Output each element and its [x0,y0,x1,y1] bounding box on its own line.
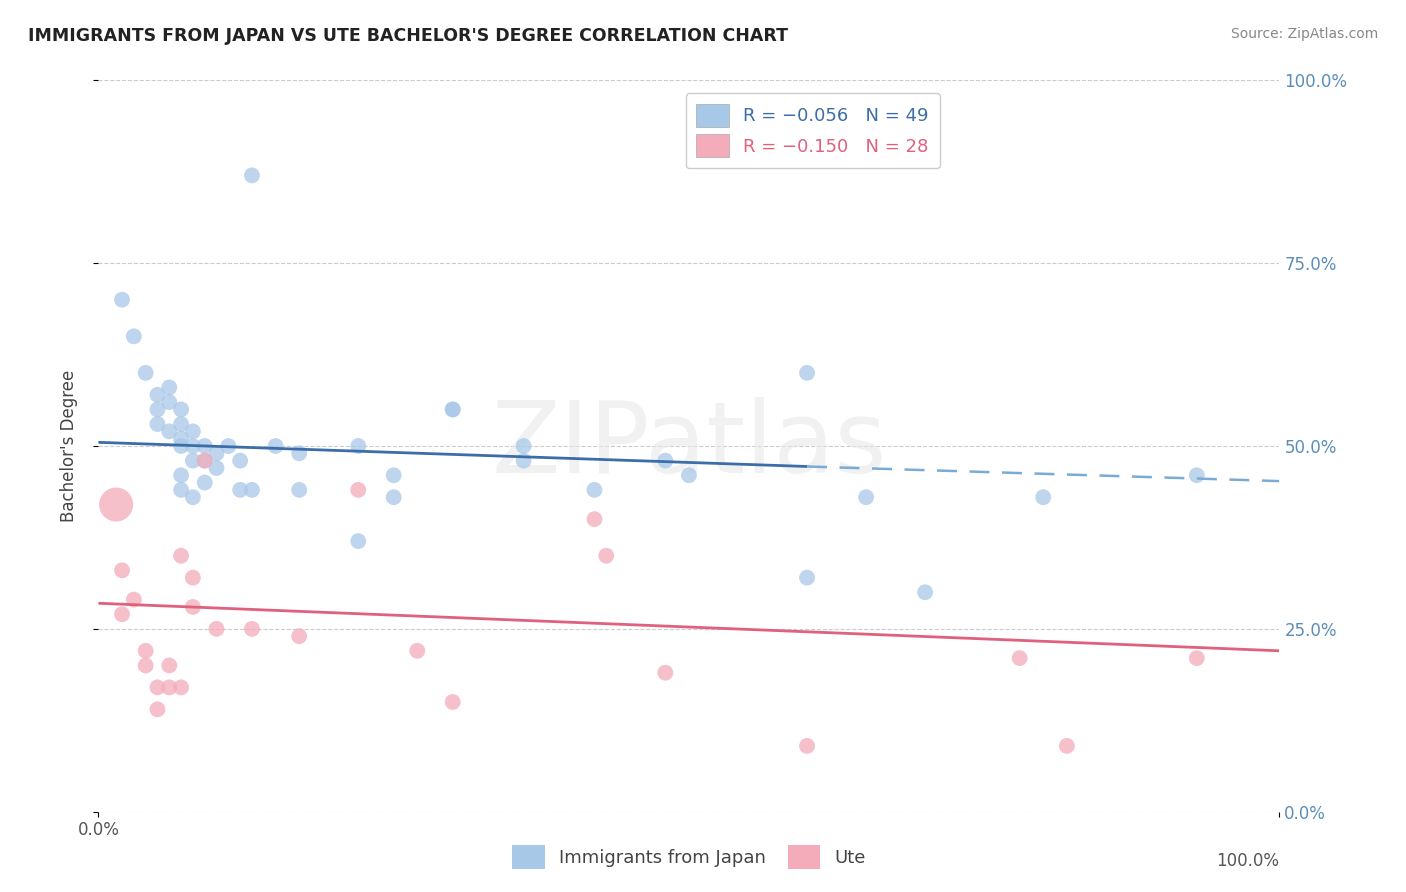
Point [654,453,676,467]
Point [157,425,180,439]
Point [170,402,193,417]
Point [512,453,534,467]
Point [146,681,169,695]
Point [170,483,193,497]
Point [654,665,676,680]
Point [111,563,134,577]
Point [181,490,204,504]
Point [441,402,464,417]
Point [194,475,217,490]
Point [181,439,204,453]
Point [240,483,263,497]
Point [146,388,169,402]
Point [181,453,204,467]
Point [205,446,228,460]
Point [288,446,311,460]
Point [288,629,311,643]
Point [347,439,370,453]
Point [796,366,818,380]
Point [382,490,405,504]
Point [146,402,169,417]
Point [135,366,157,380]
Point [240,169,263,183]
Point [157,658,180,673]
Point [512,439,534,453]
Point [1056,739,1078,753]
Point [111,293,134,307]
Point [288,483,311,497]
Point [122,329,145,343]
Point [595,549,617,563]
Point [583,483,606,497]
Point [406,644,429,658]
Text: 100.0%: 100.0% [1216,852,1279,870]
Point [229,453,252,467]
Point [135,658,157,673]
Point [181,425,204,439]
Point [583,512,606,526]
Point [181,599,204,614]
Point [264,439,287,453]
Point [146,702,169,716]
Point [1008,651,1031,665]
Point [1185,468,1208,483]
Point [1185,651,1208,665]
Point [194,439,217,453]
Legend: Immigrants from Japan, Ute: Immigrants from Japan, Ute [505,838,873,876]
Point [105,498,128,512]
Point [229,483,252,497]
Point [157,380,180,394]
Point [796,571,818,585]
Point [205,461,228,475]
Point [441,695,464,709]
Point [170,432,193,446]
Point [170,681,193,695]
Point [678,468,700,483]
Point [146,417,169,431]
Point [181,571,204,585]
Point [157,395,180,409]
Point [194,453,217,467]
Point [914,585,936,599]
Text: IMMIGRANTS FROM JAPAN VS UTE BACHELOR'S DEGREE CORRELATION CHART: IMMIGRANTS FROM JAPAN VS UTE BACHELOR'S … [28,27,789,45]
Point [347,534,370,549]
Point [170,417,193,431]
Point [855,490,877,504]
Point [135,644,157,658]
Point [170,549,193,563]
Y-axis label: Bachelor's Degree: Bachelor's Degree [59,370,77,522]
Point [157,681,180,695]
Point [205,622,228,636]
Point [170,439,193,453]
Point [382,468,405,483]
Point [796,739,818,753]
Point [1032,490,1054,504]
Point [170,468,193,483]
Point [111,607,134,622]
Point [441,402,464,417]
Point [122,592,145,607]
Point [194,453,217,467]
Point [347,483,370,497]
Point [217,439,239,453]
Text: Source: ZipAtlas.com: Source: ZipAtlas.com [1230,27,1378,41]
Text: ZIPatlas: ZIPatlas [491,398,887,494]
Point [240,622,263,636]
